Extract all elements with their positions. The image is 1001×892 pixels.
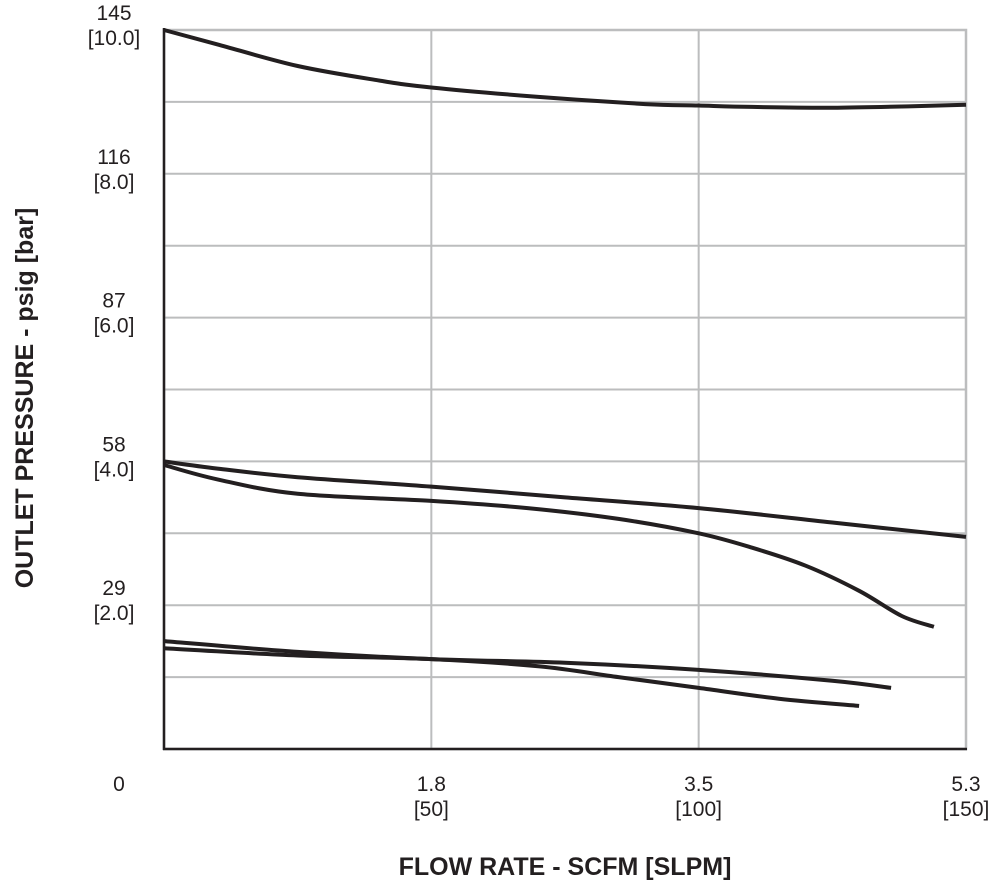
y-tick-bar: [4.0]: [94, 458, 135, 481]
x-tick-label: 5.3[150]: [943, 773, 990, 821]
x-tick-scfm: 5.3: [951, 773, 980, 796]
y-tick-psig: 145: [96, 2, 131, 25]
x-tick-scfm: 3.5: [684, 773, 713, 796]
axes: [162, 28, 967, 751]
x-tick-slpm: [50]: [414, 798, 449, 821]
series-line-2: [163, 459, 967, 539]
y-tick-label: 58[4.0]: [94, 433, 135, 481]
y-tick-label: 145[10.0]: [88, 2, 141, 50]
series-line-4: [163, 639, 892, 690]
y-tick-bar: [6.0]: [94, 315, 135, 338]
grid: [164, 29, 967, 749]
y-tick-labels: 145[10.0] 116[8.0] 87[6.0] 58[4.0] 29[2.0]: [88, 2, 141, 625]
x-tick-labels: 0 1.8[50] 3.5[100] 5.3[150]: [113, 773, 989, 821]
y-axis-title: OUTLET PRESSURE - psig [bar]: [11, 208, 39, 589]
x-tick-scfm: 0: [113, 773, 125, 796]
series-group: [163, 28, 967, 708]
series-line-3: [163, 463, 935, 629]
y-tick-psig: 58: [102, 433, 125, 456]
y-tick-psig: 87: [102, 290, 125, 313]
x-tick-label: 0: [113, 773, 125, 796]
x-tick-label: 3.5[100]: [675, 773, 722, 821]
series-line-5: [163, 646, 860, 708]
y-tick-label: 29[2.0]: [94, 577, 135, 625]
y-tick-bar: [2.0]: [94, 602, 135, 625]
y-tick-psig: 29: [102, 577, 125, 600]
x-tick-label: 1.8[50]: [414, 773, 449, 821]
series-line-1: [163, 28, 967, 110]
y-tick-psig: 116: [97, 146, 130, 169]
x-tick-slpm: [150]: [943, 798, 990, 821]
y-tick-bar: [10.0]: [88, 27, 141, 50]
x-tick-slpm: [100]: [675, 798, 722, 821]
x-tick-scfm: 1.8: [417, 773, 446, 796]
y-tick-bar: [8.0]: [94, 171, 135, 194]
y-tick-label: 87[6.0]: [94, 290, 135, 338]
y-tick-label: 116[8.0]: [94, 146, 135, 194]
x-axis-title: FLOW RATE - SCFM [SLPM]: [399, 853, 732, 881]
